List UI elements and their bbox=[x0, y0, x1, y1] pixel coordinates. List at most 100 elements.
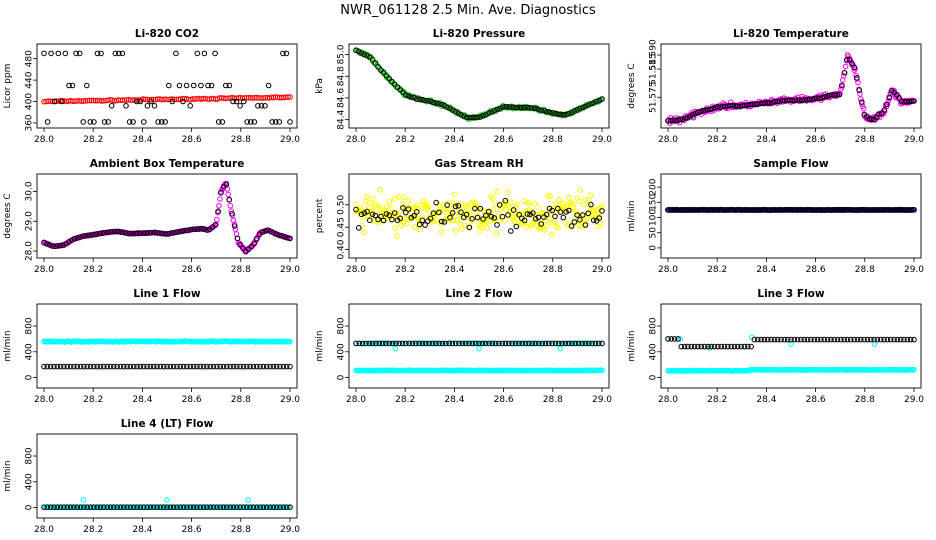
panel-line3: Line 3 Flow ml/min 28.0 28.2 28.4 28.6 28.8 29.… bbox=[627, 288, 924, 405]
x-tick-label-temperature-3: 28.6 bbox=[806, 135, 826, 145]
points-boxtemp bbox=[41, 180, 293, 255]
point-boxtemp-raw-179 bbox=[225, 191, 231, 198]
point-rh-average-38 bbox=[458, 209, 464, 215]
point-rh-average-76 bbox=[563, 209, 569, 215]
point-line1-average-11 bbox=[77, 363, 84, 370]
point-line2-average-69 bbox=[582, 340, 589, 347]
point-rh-average-34 bbox=[447, 214, 453, 221]
x-tick-label-line2-1: 28.2 bbox=[395, 395, 415, 405]
point-rh-raw-50 bbox=[391, 196, 398, 202]
point-boxtemp-average-29 bbox=[121, 229, 127, 236]
plot-frame-sampleflow bbox=[660, 173, 922, 259]
point-co2-reference-45 bbox=[201, 50, 208, 57]
point-boxtemp-average-83 bbox=[270, 229, 277, 236]
point-co2-reference-50 bbox=[219, 119, 226, 125]
point-line2-average-44 bbox=[499, 340, 506, 347]
x-tick-label-line3-3: 28.6 bbox=[806, 395, 826, 405]
point-boxtemp-raw-186 bbox=[232, 226, 239, 232]
point-rh-raw-296 bbox=[581, 202, 588, 208]
point-boxtemp-average-4 bbox=[52, 243, 58, 250]
point-co2-reference-7 bbox=[66, 82, 72, 89]
point-rh-raw-68 bbox=[405, 197, 412, 204]
point-boxtemp-raw-171 bbox=[217, 196, 223, 202]
point-pressure-average-68 bbox=[541, 108, 547, 114]
point-line4-average-23 bbox=[117, 504, 124, 511]
point-line1-average-36 bbox=[160, 363, 167, 370]
point-line1-average-12 bbox=[81, 363, 87, 370]
point-temperature-average-7 bbox=[682, 115, 689, 121]
point-line3-average-5 bbox=[681, 343, 688, 350]
point-temperature-average-0 bbox=[665, 118, 671, 124]
series-boxtemp-average bbox=[41, 181, 293, 255]
point-temperature-average-57 bbox=[806, 96, 813, 102]
x-tick-label-boxtemp-5: 29.0 bbox=[280, 265, 300, 275]
y-tick-label-line4-1: 400 bbox=[25, 473, 35, 490]
point-rh-average-0 bbox=[353, 206, 359, 213]
point-co2-reference-55 bbox=[237, 103, 243, 109]
point-rh-raw-205 bbox=[511, 218, 517, 225]
point-rh-raw-51 bbox=[392, 225, 399, 231]
x-tick-label-sampleflow-2: 28.4 bbox=[756, 265, 776, 275]
series-line1-average bbox=[41, 363, 293, 370]
point-co2-reference-33 bbox=[158, 119, 165, 125]
point-line3-average-56 bbox=[851, 336, 858, 343]
point-line4-average-10 bbox=[74, 504, 80, 511]
point-line3-average-23 bbox=[741, 343, 748, 350]
y-tick-label-line1-1: 400 bbox=[25, 343, 35, 360]
y-axis-label-pressure: kPa bbox=[315, 78, 325, 94]
point-line1-average-7 bbox=[64, 363, 71, 370]
point-line3-raw_low-199 bbox=[911, 366, 917, 373]
point-line3-average-67 bbox=[887, 336, 894, 343]
point-line4-average-33 bbox=[150, 504, 157, 511]
point-line2-average-42 bbox=[492, 340, 499, 347]
point-sampleflow-average-98 bbox=[908, 207, 915, 213]
x-tick-label-co2-3: 28.6 bbox=[182, 135, 202, 145]
x-tick-label-line4-5: 29.0 bbox=[280, 525, 300, 535]
point-line4-raw-151 bbox=[164, 497, 170, 503]
point-co2-reference-65 bbox=[272, 119, 279, 125]
point-line3-average-29 bbox=[761, 336, 768, 343]
x-tick-label-line2-3: 28.6 bbox=[494, 395, 514, 405]
series-co2-reference bbox=[41, 50, 293, 125]
point-rh-raw-319 bbox=[599, 202, 605, 208]
point-boxtemp-average-21 bbox=[99, 230, 105, 236]
panel-temperature: Li-820 Temperature degrees C 28.0 28.2 28.4 2… bbox=[627, 28, 924, 145]
y-tick-label-co2-1: 400 bbox=[25, 93, 35, 110]
point-line1-average-58 bbox=[234, 363, 240, 370]
point-boxtemp-average-30 bbox=[124, 230, 130, 236]
point-line1-average-24 bbox=[121, 363, 127, 370]
y-tick-label-sampleflow-2: 100 bbox=[649, 209, 659, 226]
point-rh-average-18 bbox=[403, 209, 409, 216]
point-line4-average-53 bbox=[217, 504, 223, 511]
point-temperature-average-18 bbox=[709, 105, 716, 112]
plot-frame-line1 bbox=[36, 303, 298, 389]
point-line1-average-41 bbox=[177, 363, 184, 370]
point-line4-average-35 bbox=[157, 504, 164, 511]
point-boxtemp-average-46 bbox=[168, 230, 174, 236]
point-rh-average-44 bbox=[474, 214, 481, 221]
point-line3-raw_low-201 bbox=[677, 336, 684, 342]
point-rh-average-3 bbox=[361, 210, 368, 216]
point-line4-average-57 bbox=[230, 504, 237, 511]
point-line1-average-8 bbox=[67, 363, 74, 370]
point-pressure-average-89 bbox=[599, 96, 605, 102]
point-rh-average-84 bbox=[585, 210, 592, 217]
point-boxtemp-average-70 bbox=[234, 235, 241, 242]
point-line1-average-56 bbox=[227, 363, 233, 370]
point-line3-average-18 bbox=[725, 343, 731, 350]
point-boxtemp-raw-170 bbox=[216, 203, 222, 209]
point-temperature-average-58 bbox=[809, 96, 815, 103]
point-rh-raw-141 bbox=[461, 222, 468, 229]
point-line1-average-68 bbox=[267, 363, 273, 370]
point-boxtemp-average-48 bbox=[173, 229, 180, 235]
x-tick-label-pressure-0: 28.0 bbox=[346, 135, 366, 145]
point-co2-reference-49 bbox=[215, 119, 222, 125]
point-co2-reference-34 bbox=[162, 119, 168, 125]
point-pressure-average-14 bbox=[391, 81, 398, 88]
point-rh-raw-147 bbox=[466, 211, 473, 218]
point-line2-average-53 bbox=[529, 340, 536, 347]
point-line3-average-68 bbox=[891, 336, 897, 343]
point-rh-average-32 bbox=[441, 219, 448, 225]
point-temperature-average-41 bbox=[767, 100, 773, 106]
point-rh-average-11 bbox=[383, 211, 390, 217]
